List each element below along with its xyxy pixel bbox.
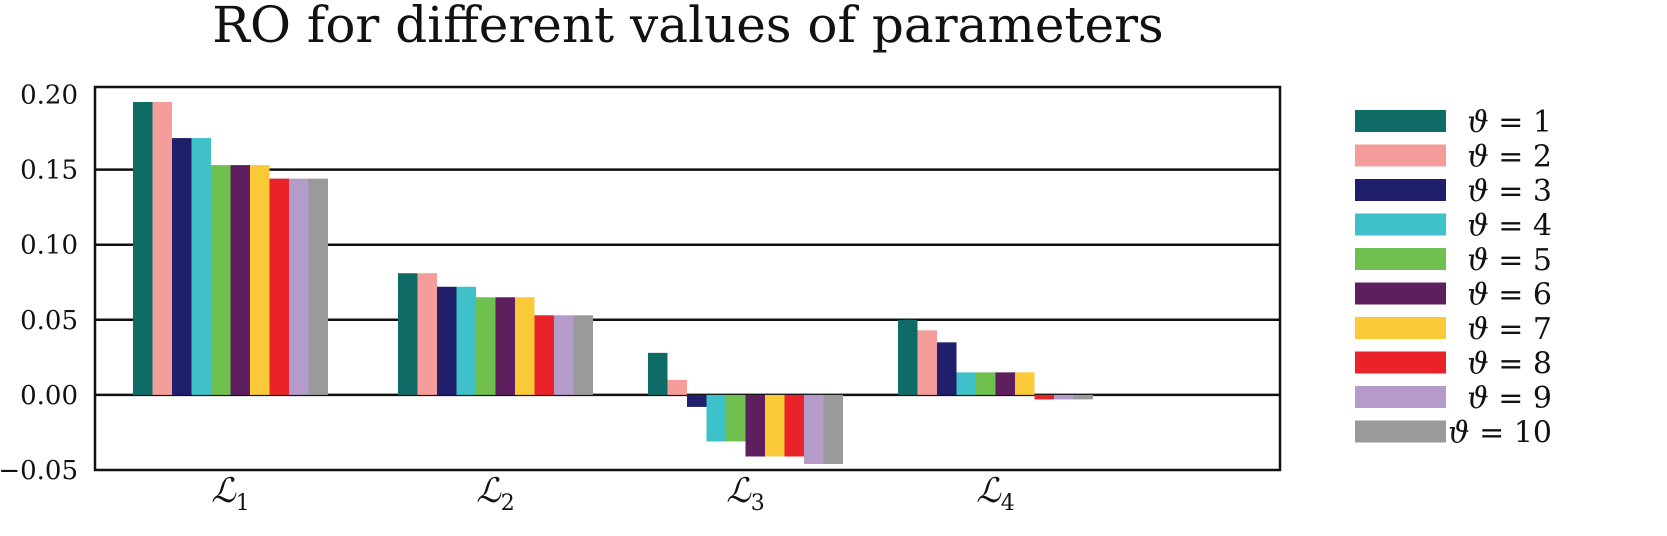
- bar: [995, 372, 1015, 395]
- y-tick-label: 0.00: [20, 381, 78, 411]
- legend-swatch: [1355, 351, 1446, 374]
- legend-label: ϑ = 2: [1467, 140, 1552, 175]
- bar: [230, 165, 250, 395]
- bar: [687, 394, 707, 407]
- bar: [308, 178, 328, 395]
- bar: [456, 286, 476, 395]
- bar: [476, 297, 496, 395]
- legend-label: ϑ = 3: [1467, 174, 1552, 209]
- y-axis-ticks: 0.20 0.15 0.10 0.05 0.00 −0.05: [0, 81, 78, 486]
- y-tick-label: 0.20: [20, 81, 78, 111]
- bar: [211, 165, 231, 395]
- legend-label: ϑ = 7: [1467, 312, 1552, 347]
- legend-swatch: [1355, 282, 1446, 305]
- bar: [648, 352, 668, 395]
- bars: [133, 102, 1093, 464]
- x-tick-label: ℒ4: [976, 471, 1015, 516]
- bar: [1034, 394, 1054, 400]
- legend-label: ϑ = 10: [1448, 416, 1552, 451]
- bar: [554, 315, 574, 395]
- bar: [937, 342, 957, 395]
- bar: [804, 394, 824, 464]
- bar: [1054, 394, 1074, 400]
- legend-swatch: [1355, 179, 1446, 201]
- y-tick-label: 0.15: [20, 156, 78, 186]
- bar: [191, 138, 211, 395]
- bar: [534, 315, 554, 395]
- bar: [898, 319, 918, 395]
- legend-label: ϑ = 6: [1467, 278, 1552, 313]
- x-tick-label: ℒ2: [476, 471, 515, 516]
- x-tick-label: ℒ1: [211, 471, 250, 516]
- legend-swatch: [1355, 248, 1446, 270]
- legend: ϑ = 1ϑ = 2ϑ = 3ϑ = 4ϑ = 5ϑ = 6ϑ = 7ϑ = 8…: [1355, 105, 1552, 451]
- y-tick-label: −0.05: [0, 456, 78, 486]
- bar: [823, 394, 843, 464]
- bar: [667, 379, 687, 395]
- y-tick-label: 0.05: [20, 306, 78, 336]
- legend-swatch: [1355, 317, 1446, 339]
- legend-label: ϑ = 4: [1467, 209, 1552, 244]
- bar: [250, 165, 270, 395]
- plot-frame: [93, 85, 1282, 472]
- bar: [515, 297, 535, 395]
- bar: [917, 330, 937, 395]
- legend-label: ϑ = 8: [1467, 347, 1552, 382]
- legend-swatch: [1355, 110, 1446, 132]
- bar: [976, 372, 996, 395]
- bar: [573, 315, 593, 395]
- bar: [706, 394, 726, 442]
- bar: [289, 178, 309, 395]
- y-tick-label: 0.10: [20, 231, 78, 261]
- legend-swatch: [1355, 420, 1446, 443]
- legend-swatch: [1355, 386, 1446, 408]
- legend-swatch: [1355, 144, 1446, 167]
- bar: [437, 286, 457, 395]
- bar: [269, 178, 289, 395]
- legend-label: ϑ = 9: [1467, 381, 1552, 416]
- bar: [745, 394, 765, 457]
- bar: [133, 102, 153, 395]
- bar: [152, 102, 172, 395]
- bar: [1073, 394, 1093, 400]
- bar: [784, 394, 804, 457]
- x-tick-label: ℒ3: [726, 471, 765, 516]
- bar: [417, 273, 437, 395]
- bar: [398, 273, 418, 395]
- bar: [495, 297, 515, 395]
- bar: [1015, 372, 1035, 395]
- chart-title: RO for different values of parameters: [212, 0, 1163, 54]
- bar: [172, 138, 192, 395]
- bar: [956, 372, 976, 395]
- legend-swatch: [1355, 213, 1446, 236]
- bar: [765, 394, 785, 457]
- bar: [726, 394, 746, 442]
- legend-label: ϑ = 1: [1467, 105, 1552, 140]
- x-axis-categories: ℒ1 ℒ2 ℒ3 ℒ4: [211, 471, 1015, 516]
- legend-label: ϑ = 5: [1467, 243, 1552, 278]
